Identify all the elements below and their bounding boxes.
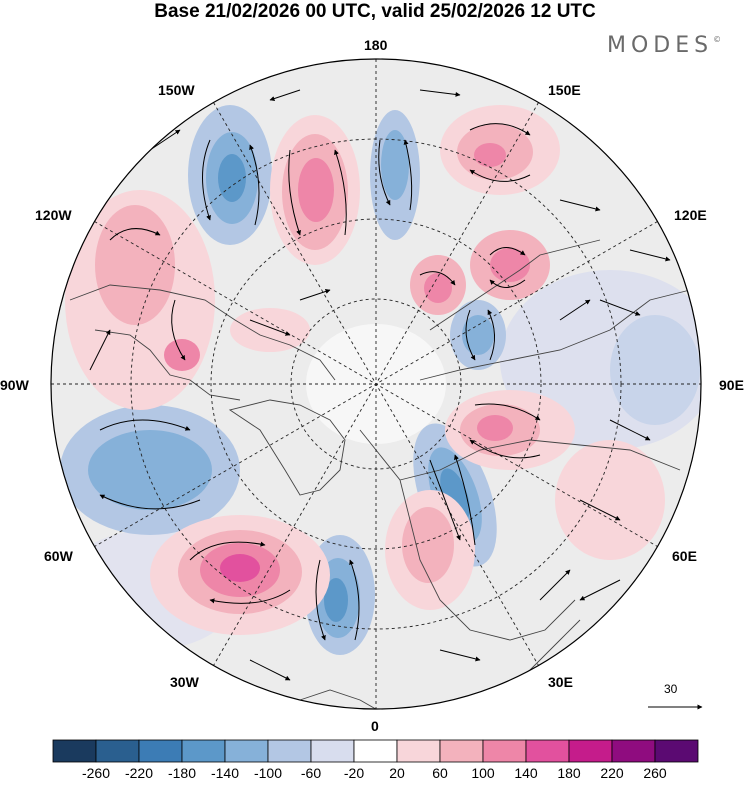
colorbar-tick-label: 180 <box>557 765 581 781</box>
colorbar-segment <box>267 739 312 763</box>
colorbar-tick-label: -260 <box>81 765 111 781</box>
colorbar-segment <box>396 739 441 763</box>
colorbar-segment <box>439 739 484 763</box>
wind-vectors <box>89 89 671 681</box>
colorbar-segment <box>95 739 140 763</box>
reference-vector-label: 30 <box>664 682 678 696</box>
colorbar-tick-label: 140 <box>514 765 538 781</box>
coastlines <box>69 239 691 709</box>
map-border <box>50 58 702 710</box>
colorbar-tick-label: -140 <box>210 765 240 781</box>
lon-label-60w: 60W <box>44 548 73 564</box>
colorbar-tick-label: -180 <box>167 765 197 781</box>
colorbar-segment <box>310 739 355 763</box>
colorbar-segment <box>181 739 226 763</box>
colorbar-segment <box>611 739 656 763</box>
lon-label-30w: 30W <box>170 674 199 690</box>
colorbar-tick-label: 100 <box>471 765 495 781</box>
colorbar-tick-label: -100 <box>253 765 283 781</box>
colorbar-segment <box>353 739 398 763</box>
lon-label-150w: 150W <box>158 82 195 98</box>
anomaly-field <box>51 59 701 709</box>
colorbar-segment <box>525 739 570 763</box>
colorbar-segment <box>224 739 269 763</box>
colorbar-tick-label: -220 <box>124 765 154 781</box>
lon-label-180: 180 <box>364 37 388 53</box>
lon-label-90e: 90E <box>719 377 744 393</box>
colorbar-tick-label: -60 <box>300 765 322 781</box>
lon-label-150e: 150E <box>548 82 581 98</box>
negative-anomalies <box>60 105 700 655</box>
modes-logo: MODES© <box>607 33 722 58</box>
lon-label-120w: 120W <box>35 207 72 223</box>
graticule <box>51 59 701 709</box>
colorbar-segment <box>568 739 613 763</box>
colorbar-segment <box>52 739 97 763</box>
colorbar-tick-label: 60 <box>432 765 448 781</box>
colorbar-tick-label: 260 <box>643 765 667 781</box>
lon-label-90w: 90W <box>0 377 29 393</box>
map-title: Base 21/02/2026 00 UTC, valid 25/02/2026… <box>154 1 596 22</box>
colorbar-tick-label: 220 <box>600 765 624 781</box>
colorbar-segment <box>482 739 527 763</box>
colorbar-segment <box>138 739 183 763</box>
lon-label-60e: 60E <box>672 548 697 564</box>
colorbar-tick-label: 20 <box>389 765 405 781</box>
colorbar-tick-label: -20 <box>343 765 365 781</box>
lon-label-0: 0 <box>371 718 379 734</box>
lon-label-120e: 120E <box>674 207 707 223</box>
colorbar <box>52 739 699 763</box>
lon-label-30e: 30E <box>548 674 573 690</box>
colorbar-segment <box>654 739 699 763</box>
positive-anomalies <box>65 105 665 635</box>
